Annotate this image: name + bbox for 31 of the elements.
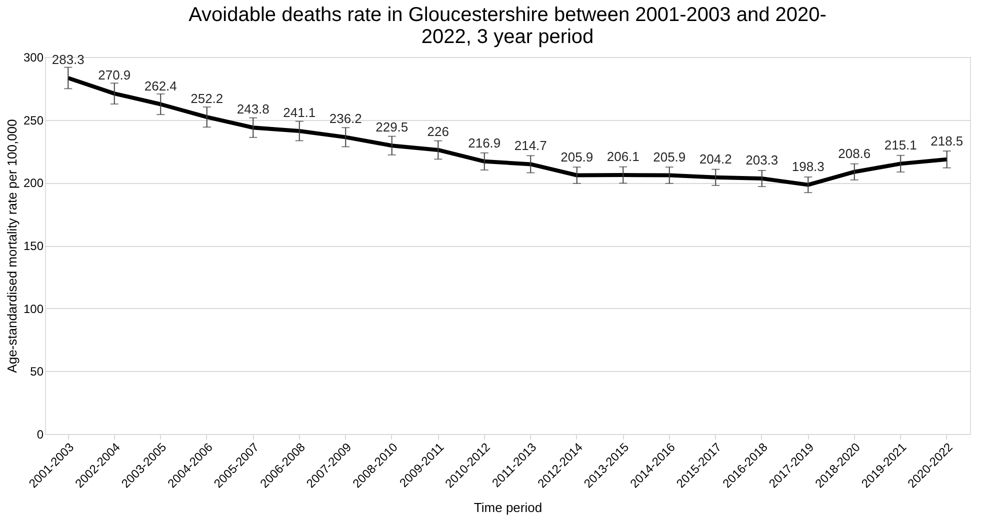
data-label: 236.2 <box>329 111 362 126</box>
x-axis-title: Time period <box>474 500 542 515</box>
data-label: 205.9 <box>560 149 594 164</box>
y-tick-label: 200 <box>23 176 44 190</box>
data-label: 216.9 <box>468 135 501 150</box>
y-axis-title: Age-standardised mortality rate per 100,000 <box>4 119 20 373</box>
data-label: 243.8 <box>236 102 270 117</box>
data-label: 198.3 <box>792 158 824 174</box>
data-label: 218.5 <box>930 133 964 148</box>
data-label: 215.1 <box>884 138 917 153</box>
data-label: 208.6 <box>838 146 871 161</box>
data-label: 226 <box>427 124 449 139</box>
data-label: 270.9 <box>98 68 131 83</box>
y-tick-label: 250 <box>23 113 44 128</box>
y-tick-label: 100 <box>23 302 44 316</box>
data-label: 203.3 <box>746 152 778 168</box>
data-label: 283.3 <box>52 52 84 67</box>
text: 2022, 3 year period <box>421 26 594 48</box>
data-label: 205.9 <box>653 149 686 164</box>
data-label: 262.4 <box>144 78 177 94</box>
y-tick-label: 0 <box>36 428 44 442</box>
text: Avoidable deaths rate in Gloucestershire between 2001-2003 and 2020- <box>188 4 826 26</box>
y-tick-label: 150 <box>23 239 44 253</box>
data-label: 229.5 <box>376 120 408 135</box>
data-label: 252.2 <box>190 91 224 106</box>
data-label: 204.2 <box>699 151 732 166</box>
y-tick-label: 50 <box>30 364 44 379</box>
data-label: 206.1 <box>606 149 640 164</box>
data-label: 214.7 <box>514 138 547 154</box>
data-label: 241.1 <box>283 105 316 120</box>
y-tick-label: 300 <box>23 50 44 64</box>
